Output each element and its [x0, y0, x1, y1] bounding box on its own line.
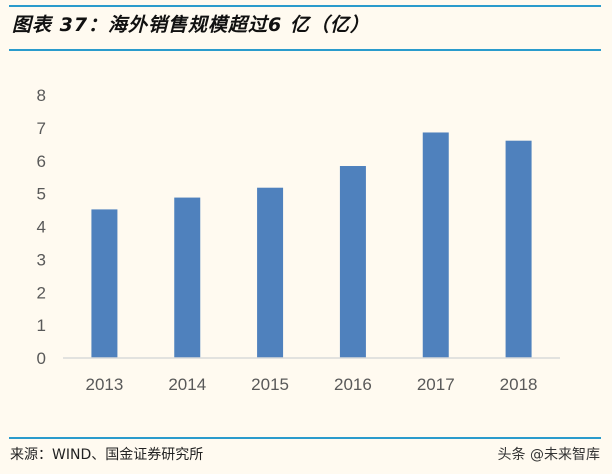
y-axis: 0 1 2 3 4 5 6 7 8 [37, 86, 46, 368]
y-tick-label: 8 [37, 86, 46, 105]
title-top-rule [9, 5, 601, 7]
y-tick-label: 2 [37, 283, 46, 302]
y-tick-label: 6 [37, 152, 46, 171]
x-tick-label: 2015 [251, 375, 289, 394]
source-note: 来源：WIND、国金证券研究所 [10, 447, 204, 463]
bars [91, 132, 532, 358]
y-tick-label: 1 [37, 316, 46, 335]
y-tick-label: 0 [37, 349, 46, 368]
bar-2017 [422, 132, 449, 358]
y-tick-label: 5 [37, 185, 46, 204]
bar-2013 [91, 209, 118, 358]
bar-2014 [174, 197, 201, 358]
bar-2015 [257, 187, 284, 358]
x-axis: 2013 2014 2015 2016 2017 2018 [86, 375, 538, 394]
watermark: 头条 @未来智库 [497, 447, 600, 463]
x-tick-label: 2014 [168, 375, 206, 394]
y-tick-label: 4 [37, 218, 46, 237]
bar-chart: 0 1 2 3 4 5 6 7 8 2013 2014 2015 2016 2017 2018 [37, 86, 560, 394]
bar-2018 [505, 140, 532, 358]
x-tick-label: 2017 [417, 375, 455, 394]
y-tick-label: 3 [37, 250, 46, 269]
y-tick-label: 7 [37, 119, 46, 138]
title-bottom-rule [9, 49, 601, 51]
chart-title: 图表 37：海外销售规模超过6 亿（亿） [12, 14, 370, 36]
footer-rule [9, 437, 601, 439]
x-tick-label: 2016 [334, 375, 372, 394]
x-tick-label: 2013 [86, 375, 124, 394]
x-tick-label: 2018 [500, 375, 538, 394]
bar-2016 [339, 166, 366, 358]
